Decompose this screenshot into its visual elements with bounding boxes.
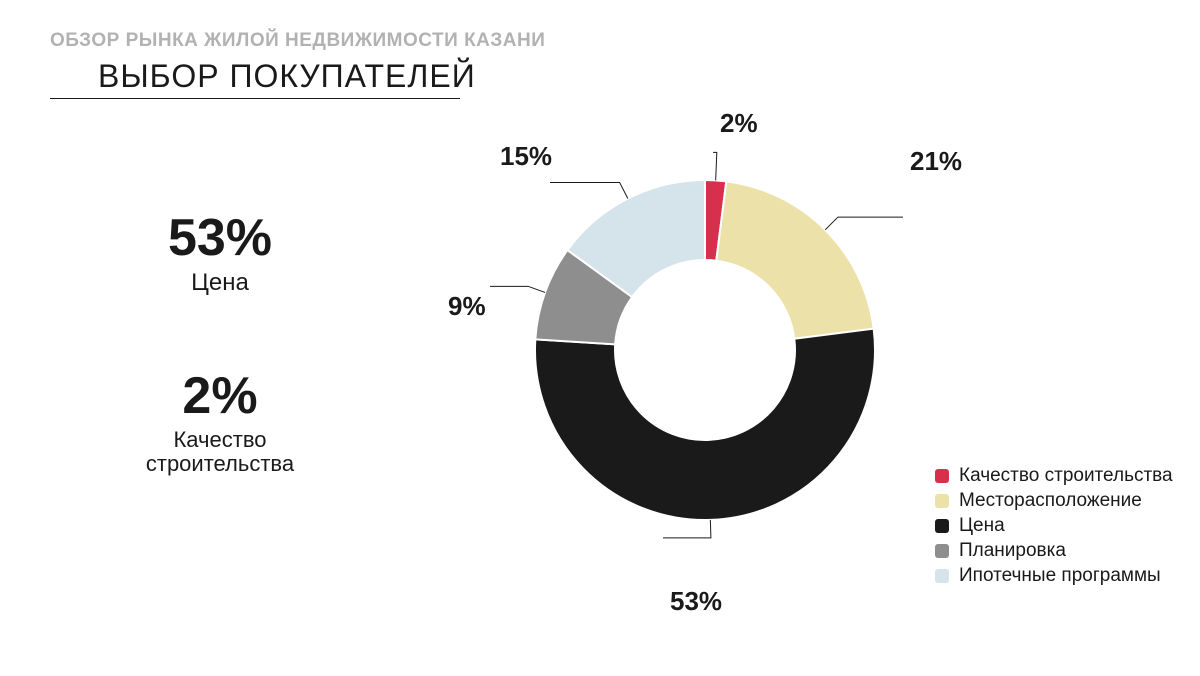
legend-label: Качество строительства [959, 465, 1173, 487]
legend-item: Качество строительства [935, 465, 1173, 487]
legend-swatch [935, 519, 949, 533]
highlight-value: 2% [90, 370, 350, 422]
legend-swatch [935, 469, 949, 483]
page: { "header": { "supertitle": "ОБЗОР РЫНКА… [0, 0, 1200, 676]
page-title: ВЫБОР ПОКУПАТЕЛЕЙ [98, 58, 476, 95]
donut-chart [495, 140, 915, 565]
donut-slice [716, 181, 873, 338]
callout-label: 53% [670, 586, 722, 617]
supertitle: ОБЗОР РЫНКА ЖИЛОЙ НЕДВИЖИМОСТИ КАЗАНИ [50, 30, 545, 52]
legend-swatch [935, 494, 949, 508]
highlight-1: 2% Качество строительства [90, 370, 350, 476]
highlight-label: Качество строительства [90, 428, 350, 476]
legend-swatch [935, 544, 949, 558]
callout-label: 2% [720, 108, 758, 139]
highlight-value: 53% [90, 212, 350, 264]
title-rule [50, 98, 460, 99]
highlight-label: Цена [90, 270, 350, 296]
callout-label: 21% [910, 146, 962, 177]
legend-item: Планировка [935, 540, 1173, 562]
legend-swatch [935, 569, 949, 583]
legend-item: Ипотечные программы [935, 565, 1173, 587]
legend-label: Ипотечные программы [959, 565, 1161, 587]
callout-label: 9% [448, 291, 486, 322]
callout-label: 15% [500, 141, 552, 172]
legend-item: Месторасположение [935, 490, 1173, 512]
legend-label: Планировка [959, 540, 1066, 562]
legend-item: Цена [935, 515, 1173, 537]
legend-label: Месторасположение [959, 490, 1142, 512]
donut-slice [535, 329, 875, 520]
highlight-0: 53% Цена [90, 212, 350, 296]
donut-svg [495, 140, 915, 560]
legend: Качество строительства Месторасположение Ц… [935, 465, 1173, 590]
legend-label: Цена [959, 515, 1005, 537]
